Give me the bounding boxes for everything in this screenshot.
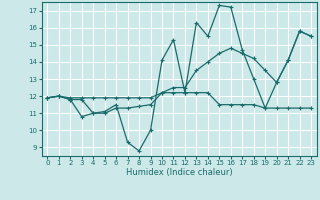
X-axis label: Humidex (Indice chaleur): Humidex (Indice chaleur) <box>126 168 233 177</box>
